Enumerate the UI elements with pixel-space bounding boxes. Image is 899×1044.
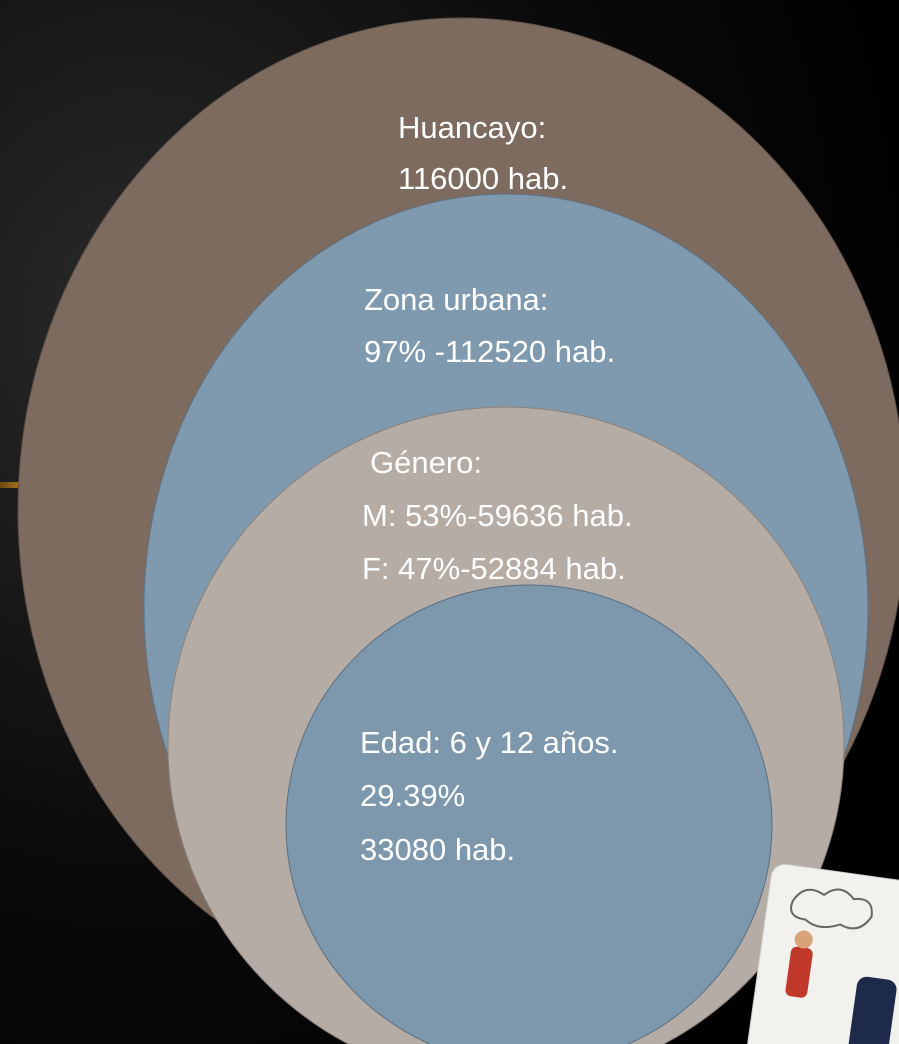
node-text: M: 53%-59636 hab. <box>362 498 633 533</box>
node-text: 97% -112520 hab. <box>364 334 615 369</box>
node-text: 29.39% <box>360 778 465 813</box>
node-text: Género: <box>370 445 482 480</box>
ellipse-age <box>285 584 773 1044</box>
photo <box>746 863 899 1044</box>
node-text: 33080 hab. <box>360 832 515 867</box>
node-text: Edad: 6 y 12 años. <box>360 725 619 760</box>
node-text: Huancayo: <box>398 110 546 145</box>
node-text: Zona urbana: <box>364 282 548 317</box>
node-text: 116000 hab. <box>398 161 568 196</box>
node-text: F: 47%-52884 hab. <box>362 551 626 586</box>
